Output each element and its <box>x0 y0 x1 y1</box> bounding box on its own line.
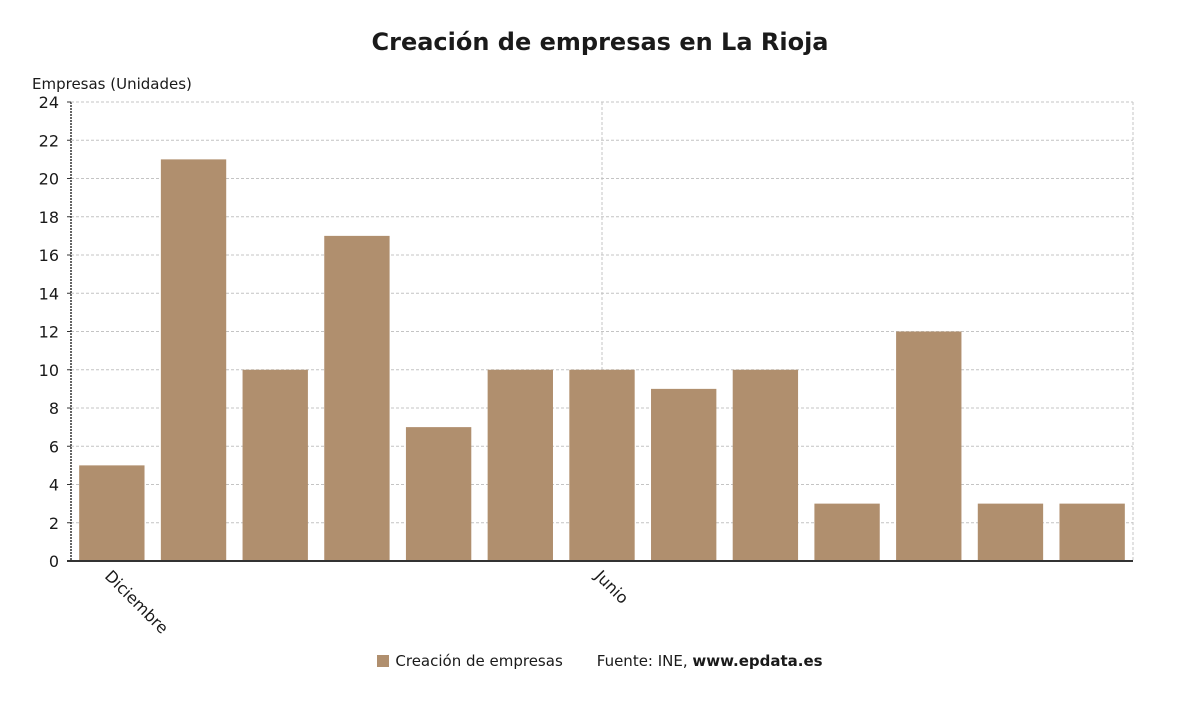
bar <box>79 465 145 561</box>
legend-label: Creación de empresas <box>395 652 563 670</box>
bar <box>651 388 717 561</box>
legend-swatch <box>377 655 390 667</box>
y-tick-label: 22 <box>39 131 59 150</box>
bar <box>242 369 308 561</box>
x-tick-label: Junio <box>590 566 632 608</box>
bar <box>814 503 880 561</box>
y-tick-label: 8 <box>49 399 59 418</box>
y-tick-label: 24 <box>39 93 59 112</box>
y-tick-label: 4 <box>49 476 59 495</box>
bar <box>1059 503 1125 561</box>
y-tick-label: 14 <box>39 284 59 303</box>
chart-title: Creación de empresas en La Rioja <box>371 28 829 56</box>
y-tick-label: 0 <box>49 552 59 571</box>
bar <box>569 369 635 561</box>
source-site: www.epdata.es <box>692 652 823 670</box>
x-tick-label: Diciembre <box>101 566 172 637</box>
y-tick-label: 6 <box>49 437 59 456</box>
legend: Creación de empresas Fuente: INE, www.ep… <box>0 652 1200 670</box>
y-tick-label: 2 <box>49 514 59 533</box>
source-label: Fuente: INE, <box>596 652 688 670</box>
bar <box>405 427 472 561</box>
bar <box>160 159 227 561</box>
bars <box>79 159 1125 561</box>
y-tick-label: 16 <box>39 246 59 265</box>
y-tick-label: 10 <box>39 361 59 380</box>
bar <box>896 331 962 561</box>
y-axis-label: Empresas (Unidades) <box>32 75 192 93</box>
bar <box>732 369 799 561</box>
bar <box>487 369 553 561</box>
bar <box>977 503 1044 561</box>
bar <box>324 235 390 561</box>
y-tick-label: 20 <box>39 170 59 189</box>
x-tick-labels: Diciembre Junio <box>101 566 632 638</box>
y-tick-label: 18 <box>39 208 59 227</box>
y-tick-label: 12 <box>39 323 59 342</box>
